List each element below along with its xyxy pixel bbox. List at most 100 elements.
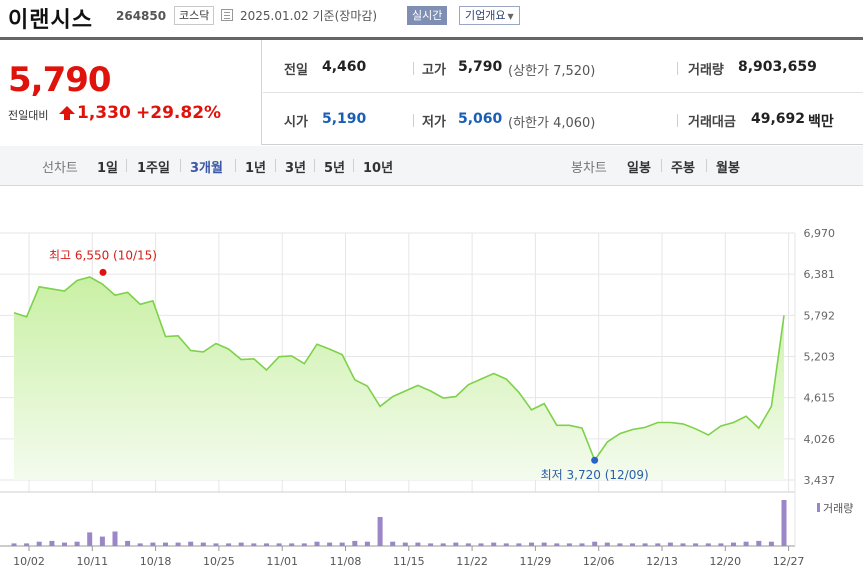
realtime-button[interactable]: 실시간 <box>407 6 448 25</box>
tab-period-1y[interactable]: 1년 <box>245 161 267 176</box>
volume-bar <box>705 543 711 546</box>
volume-bar <box>99 536 105 546</box>
tab-period-5y[interactable]: 5년 <box>324 161 346 176</box>
line-chart-label: 선차트 <box>42 161 78 176</box>
volume-bar <box>478 543 484 546</box>
volume-bar <box>731 542 736 546</box>
volume-bar <box>604 542 610 546</box>
high-value: 5,790 <box>458 59 503 75</box>
chart-period-tabs: 선차트 1일 1주일 3개월 1년 3년 5년 10년 봉차트 일봉 주봉 월봉 <box>0 146 863 186</box>
volume-bar <box>327 542 333 546</box>
volume-bar <box>188 541 194 546</box>
volume-bar <box>11 543 17 546</box>
stat-separator <box>413 114 414 127</box>
tab-separator <box>314 159 315 172</box>
stat-separator <box>413 62 414 75</box>
tab-separator <box>353 159 354 172</box>
volume-bar <box>718 543 724 546</box>
upper-limit: (상한가 7,520) <box>508 64 596 79</box>
volume-bar <box>642 543 648 546</box>
tab-separator <box>706 159 707 172</box>
volume-bar <box>465 543 471 546</box>
current-price-box: 5,790 전일대비 1,330 +29.82% <box>0 40 262 145</box>
low-value: 5,060 <box>458 111 503 127</box>
y-tick-label: 6,970 <box>804 227 836 240</box>
volume-bar <box>630 543 635 546</box>
volume-bar <box>352 540 358 546</box>
amount-value: 49,692 <box>751 111 806 127</box>
tab-period-3m[interactable]: 3개월 <box>190 161 223 176</box>
tab-period-1w[interactable]: 1주일 <box>137 161 170 176</box>
volume-bar <box>440 543 446 546</box>
volume-bar <box>339 542 345 546</box>
volume-bar <box>516 543 522 546</box>
volume-bar <box>566 543 572 546</box>
y-tick-label: 4,026 <box>804 433 836 446</box>
tab-candle-daily[interactable]: 일봉 <box>627 161 651 176</box>
low-label: 저가 <box>422 115 446 130</box>
volume-bar <box>314 541 320 546</box>
volume-bar <box>74 541 80 546</box>
x-tick-label: 11/08 <box>330 555 362 568</box>
lower-limit: (하한가 4,060) <box>508 116 596 131</box>
x-tick-label: 11/22 <box>456 555 488 568</box>
stock-header: 이랜시스 264850 코스닥 2025.01.02 기준(장마감) 실시간 기… <box>0 0 863 36</box>
price-stats: 전일 4,460 고가 5,790 (상한가 7,520) 거래량 8,903,… <box>263 40 863 145</box>
stat-separator <box>677 114 678 127</box>
corp-overview-dropdown[interactable]: 기업개요 ▼ <box>459 6 520 25</box>
tab-separator <box>275 159 276 172</box>
low-annotation: 최저 3,720 (12/09) <box>541 468 649 482</box>
volume-bar <box>137 543 143 546</box>
volume-bar <box>238 542 244 546</box>
volume-bar <box>667 542 673 546</box>
tab-period-1d[interactable]: 1일 <box>97 161 119 176</box>
low-marker <box>591 456 599 464</box>
tab-period-3y[interactable]: 3년 <box>285 161 307 176</box>
volume-bar <box>655 543 661 546</box>
volume-bar <box>301 543 307 546</box>
compare-label: 전일대비 <box>8 109 49 122</box>
volume-bar <box>87 532 93 546</box>
price-area-fill <box>14 277 784 480</box>
open-value: 5,190 <box>322 111 367 127</box>
volume-bar <box>781 500 787 546</box>
y-tick-label: 5,203 <box>804 351 836 364</box>
volume-bar <box>768 541 774 546</box>
volume-bar <box>415 542 421 546</box>
x-tick-label: 10/11 <box>76 555 108 568</box>
volume-bar <box>453 542 459 546</box>
volume-bar <box>150 542 156 546</box>
x-tick-label: 11/29 <box>520 555 552 568</box>
volume-bar <box>200 542 206 546</box>
x-tick-label: 11/15 <box>393 555 425 568</box>
tab-candle-monthly[interactable]: 월봉 <box>716 161 740 176</box>
volume-bar <box>62 542 67 546</box>
change-percent: +29.82% <box>136 103 222 123</box>
tab-candle-weekly[interactable]: 주봉 <box>671 161 695 176</box>
tab-separator <box>180 159 181 172</box>
open-label: 시가 <box>284 115 308 130</box>
volume-bar <box>36 541 42 546</box>
volume-bars <box>11 500 787 546</box>
x-tick-label: 12/27 <box>773 555 805 568</box>
volume-bar <box>24 543 30 546</box>
volume-bar <box>428 543 434 546</box>
base-date: 2025.01.02 기준(장마감) <box>240 9 378 23</box>
prev-close-label: 전일 <box>284 63 308 78</box>
x-tick-label: 12/20 <box>709 555 741 568</box>
volume-label: 거래량 <box>688 63 724 78</box>
volume-bar <box>756 540 762 546</box>
high-marker <box>99 268 107 276</box>
volume-bar <box>503 543 509 546</box>
tab-period-10y[interactable]: 10년 <box>363 161 394 176</box>
volume-bar <box>617 543 623 546</box>
change-value: 1,330 <box>77 103 131 123</box>
price-chart: 6,970 6,381 5,792 5,203 4,615 4,026 3,437 최고 6… <box>0 227 853 568</box>
amount-label: 거래대금 <box>688 115 736 130</box>
volume-bar <box>289 543 295 546</box>
volume-bar <box>390 541 396 546</box>
volume-legend-label: 거래량 <box>823 502 853 515</box>
candle-chart-label: 봉차트 <box>571 161 607 176</box>
price-line <box>13 276 785 462</box>
x-tick-label: 10/02 <box>13 555 45 568</box>
